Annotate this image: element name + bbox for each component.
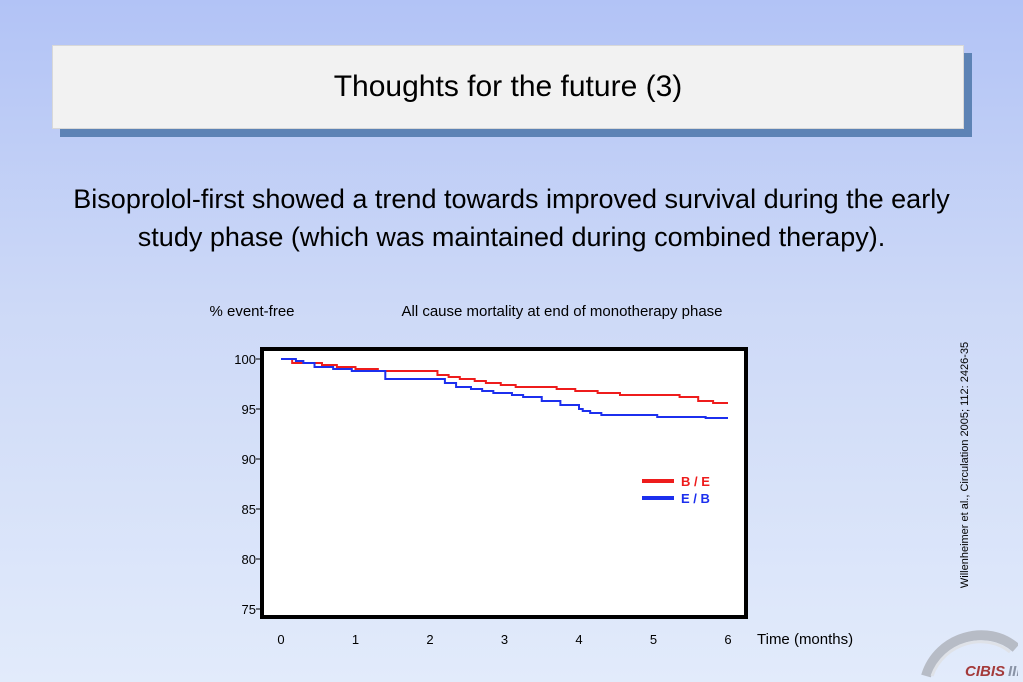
y-tick-label: 85 (242, 502, 256, 517)
x-tick-label: 1 (352, 632, 359, 647)
y-axis-label: % event-free (209, 303, 294, 320)
legend-label: E / B (681, 491, 710, 506)
x-tick-label: 6 (724, 632, 731, 647)
legend: B / E E / B (642, 474, 710, 506)
slide-title: Thoughts for the future (3) (333, 70, 683, 103)
x-tick-label: 0 (277, 632, 284, 647)
y-ticks: 75 80 85 90 95 100 (234, 352, 262, 617)
x-axis-label: Time (months) (757, 631, 853, 648)
series-lines (281, 358, 728, 419)
legend-label: B / E (681, 474, 710, 489)
x-tick-label: 3 (501, 632, 508, 647)
slide-body-text: Bisoprolol-first showed a trend towards … (73, 184, 950, 252)
svg-text:III: III (1008, 663, 1018, 680)
x-tick-label: 2 (426, 632, 433, 647)
series-line-be (281, 358, 728, 404)
x-tick-label: 4 (575, 632, 582, 647)
x-ticks: 0 1 2 3 4 5 6 (277, 632, 731, 647)
y-tick-label: 80 (242, 552, 256, 567)
title-box: Thoughts for the future (3) (52, 45, 964, 129)
x-tick-label: 5 (650, 632, 657, 647)
series-line-eb (281, 358, 728, 419)
chart-title: All cause mortality at end of monotherap… (401, 303, 722, 320)
citation-text: Willenheimer et al., Circulation 2005; 1… (959, 341, 971, 589)
y-tick-label: 95 (242, 402, 256, 417)
svg-text:CIBIS: CIBIS (965, 663, 1005, 680)
citation-container: Willenheimer et al., Circulation 2005; 1… (957, 325, 973, 605)
y-tick-label: 75 (242, 602, 256, 617)
cibis-logo: CIBIS III (921, 630, 1018, 680)
y-tick-label: 90 (242, 452, 256, 467)
y-tick-label: 100 (234, 352, 256, 367)
